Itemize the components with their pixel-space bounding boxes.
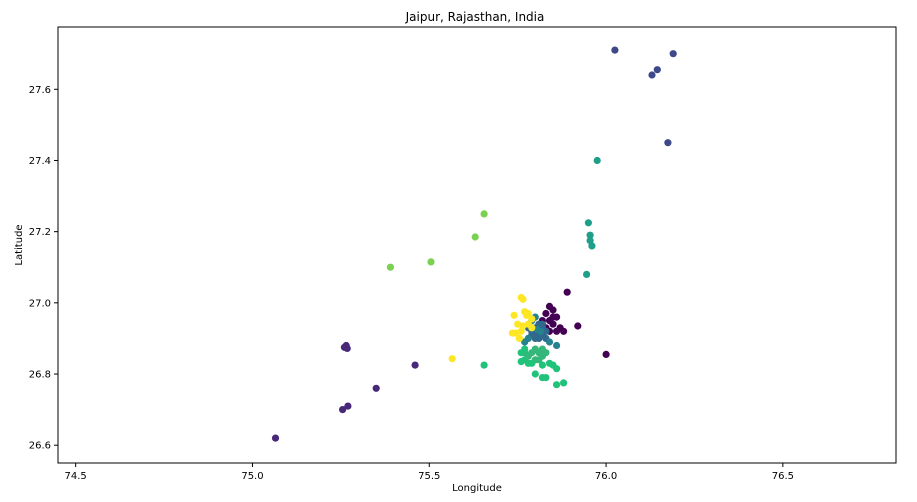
scatter-point <box>574 322 582 330</box>
scatter-point <box>427 258 435 266</box>
scatter-point <box>602 350 610 358</box>
y-tick-label: 27.4 <box>29 156 51 167</box>
y-tick-label: 27.6 <box>29 85 51 96</box>
x-tick-label: 76.0 <box>595 471 617 482</box>
scatter-point <box>339 406 347 414</box>
scatter-point <box>521 345 529 353</box>
scatter-point <box>519 295 527 303</box>
scatter-point <box>480 361 488 369</box>
plot-frame <box>57 26 897 464</box>
y-tick-label: 27.0 <box>29 298 51 309</box>
scatter-point <box>653 66 661 74</box>
x-axis: 74.5 75.0 75.5 76.0 76.5 <box>65 463 794 482</box>
x-tick-label: 75.5 <box>418 471 440 482</box>
scatter-point <box>343 344 351 352</box>
scatter-point <box>538 345 547 353</box>
y-axis: 26.6 26.8 27.0 27.2 27.4 27.6 <box>29 85 58 452</box>
scatter-point <box>524 309 532 318</box>
scatter-point <box>480 210 488 218</box>
scatter-point <box>521 338 529 346</box>
scatter-point <box>411 361 419 369</box>
scatter-point <box>528 315 536 323</box>
scatter-point <box>563 288 571 296</box>
scatter-point <box>648 71 656 79</box>
x-axis-label: Longitude <box>452 483 502 494</box>
x-tick-label: 76.5 <box>772 471 794 482</box>
scatter-point <box>549 320 557 328</box>
scatter-point <box>531 370 539 378</box>
scatter-point <box>553 341 561 350</box>
scatter-point <box>538 320 547 328</box>
scatter-point <box>549 361 557 369</box>
scatter-point <box>508 329 516 337</box>
scatter-point <box>538 361 547 369</box>
scatter-point <box>664 139 672 147</box>
scatter-point <box>372 384 380 392</box>
plot-area <box>271 46 677 442</box>
scatter-point <box>556 324 564 332</box>
scatter-point <box>545 338 554 346</box>
scatter-point <box>593 156 601 165</box>
x-tick-label: 75.0 <box>241 471 263 482</box>
scatter-point <box>344 402 352 410</box>
scatter-point <box>586 231 594 239</box>
scatter-point <box>542 309 550 318</box>
x-tick-label: 74.5 <box>65 471 87 482</box>
scatter-point <box>515 334 524 342</box>
scatter-point <box>588 242 596 250</box>
y-tick-label: 26.8 <box>29 370 51 381</box>
scatter-point <box>584 219 593 227</box>
scatter-point <box>528 324 536 332</box>
scatter-point <box>560 379 568 387</box>
y-axis-label: Latitude <box>14 224 25 265</box>
scatter-point <box>549 313 557 321</box>
scatter-point <box>542 327 550 335</box>
scatter-point <box>553 381 561 389</box>
chart-title: Jaipur, Rajasthan, India <box>405 10 545 24</box>
scatter-point <box>528 359 536 367</box>
scatter-point <box>510 311 518 319</box>
scatter-point <box>448 355 456 363</box>
scatter-point <box>271 434 280 442</box>
scatter-point <box>517 358 525 366</box>
scatter-point <box>386 263 394 271</box>
y-tick-label: 26.6 <box>29 441 51 452</box>
scatter-point <box>471 233 479 241</box>
scatter-point <box>549 306 557 314</box>
scatter-point <box>535 356 543 364</box>
scatter-point <box>535 334 543 342</box>
scatter-point <box>611 46 619 54</box>
scatter-point <box>669 50 677 58</box>
scatter-point <box>583 270 591 278</box>
y-tick-label: 27.2 <box>29 227 51 238</box>
scatter-point <box>542 374 550 382</box>
